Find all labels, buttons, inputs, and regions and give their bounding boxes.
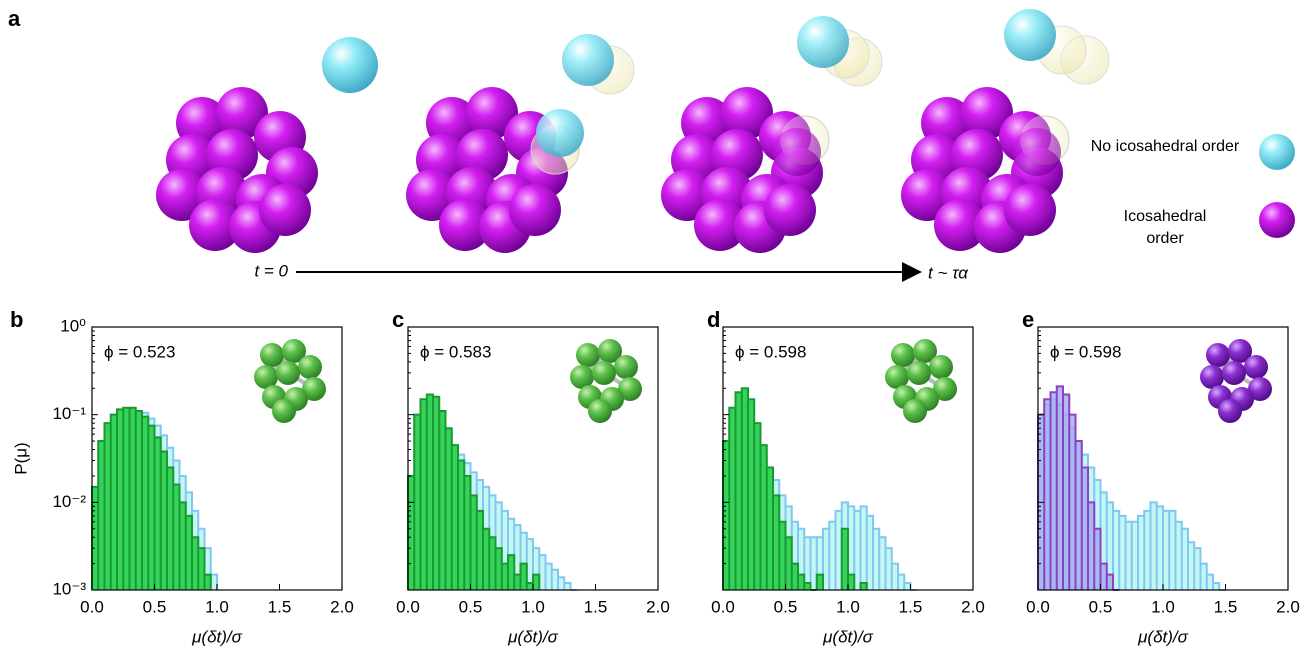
x-tick-label: 2.0 (646, 597, 670, 616)
x-tick-label: 2.0 (961, 597, 985, 616)
x-tick-label: 1.0 (836, 597, 860, 616)
x-tick-label: 1.5 (584, 597, 608, 616)
sphere (1259, 134, 1295, 170)
icon-sphere (576, 343, 600, 367)
histogram-panel: 0.0 0.5 1.0 1.5 2.0 d ϕ = 0.598 μ(δt)/σ (707, 307, 985, 647)
sphere (322, 37, 378, 93)
icon-sphere (1222, 361, 1246, 385)
x-tick-label: 0.0 (1026, 597, 1050, 616)
sphere (562, 34, 614, 86)
x-tick-label: 0.5 (774, 597, 798, 616)
annotation: ϕ = 0.598 (1050, 342, 1121, 361)
page: a t = 0 t ~ τα No icosahedral order Icos… (0, 0, 1306, 650)
sphere (1004, 9, 1056, 61)
icon-sphere (298, 355, 322, 379)
y-axis-label: P(μ) (11, 442, 30, 474)
icon-sphere (1218, 399, 1242, 423)
x-tick-label: 0.5 (1089, 597, 1113, 616)
panel-label: a (8, 6, 21, 31)
sphere (764, 184, 816, 236)
x-tick-label: 1.5 (268, 597, 292, 616)
x-tick-label: 0.0 (396, 597, 420, 616)
x-tick-label: 2.0 (330, 597, 354, 616)
icon-sphere (903, 399, 927, 423)
sphere (797, 16, 849, 68)
panel-label: d (707, 307, 720, 332)
icon-sphere (592, 361, 616, 385)
x-tick-label: 2.0 (1276, 597, 1300, 616)
x-axis-label: μ(δt)/σ (507, 627, 559, 646)
y-tick-label: 10⁻² (52, 492, 86, 511)
sphere (773, 128, 821, 176)
legend-entry: Icosahedral order (1110, 206, 1220, 256)
sphere (259, 184, 311, 236)
icon-sphere (907, 361, 931, 385)
x-axis-label: μ(δt)/σ (822, 627, 874, 646)
figure: a t = 0 t ~ τα No icosahedral order Icos… (0, 0, 1306, 650)
panel-label: e (1022, 307, 1034, 332)
icon-sphere (276, 361, 300, 385)
x-tick-label: 1.0 (1151, 597, 1175, 616)
y-tick-label: 10⁰ (60, 316, 86, 335)
x-tick-label: 0.5 (143, 597, 167, 616)
sphere (1259, 202, 1295, 238)
legend-text: Icosahedral order (1110, 206, 1220, 250)
sphere (1013, 128, 1061, 176)
x-tick-label: 0.5 (459, 597, 483, 616)
panel-label: b (10, 307, 23, 332)
histogram-panel: 0.0 0.5 1.0 1.5 2.0 10⁻³ 10⁻² 10⁻¹ 10⁰ b ϕ = 0.523… (10, 307, 354, 647)
x-axis-label: μ(δt)/σ (1137, 627, 1189, 646)
legend-text: No icosahedral order (1090, 136, 1240, 158)
sphere (536, 109, 584, 157)
icon-sphere (1206, 343, 1230, 367)
sphere (1004, 184, 1056, 236)
sphere (509, 184, 561, 236)
x-tick-label: 1.5 (899, 597, 923, 616)
icon-sphere (588, 399, 612, 423)
annotation: ϕ = 0.583 (420, 342, 491, 361)
x-axis-label: μ(δt)/σ (191, 627, 243, 646)
histogram-panel: 0.0 0.5 1.0 1.5 2.0 c ϕ = 0.583 μ(δt)/σ (392, 307, 670, 647)
time-end: t ~ τα (928, 263, 969, 282)
annotation: ϕ = 0.598 (735, 342, 806, 361)
x-tick-label: 0.0 (711, 597, 735, 616)
icon-sphere (929, 355, 953, 379)
y-tick-label: 10⁻³ (52, 579, 86, 598)
annotation: ϕ = 0.523 (104, 342, 175, 361)
icon-sphere (260, 343, 284, 367)
icon-sphere (1244, 355, 1268, 379)
icon-sphere (614, 355, 638, 379)
icon-sphere (272, 399, 296, 423)
time-start: t = 0 (254, 261, 288, 280)
histogram-panel: 0.0 0.5 1.0 1.5 2.0 e ϕ = 0.598 μ(δt)/σ (1022, 307, 1300, 647)
legend-entry: No icosahedral order (1090, 136, 1240, 186)
panel-label: c (392, 307, 404, 332)
x-tick-label: 1.0 (521, 597, 545, 616)
x-tick-label: 1.0 (205, 597, 229, 616)
x-tick-label: 0.0 (80, 597, 104, 616)
x-tick-label: 1.5 (1214, 597, 1238, 616)
y-tick-label: 10⁻¹ (52, 404, 86, 423)
icon-sphere (891, 343, 915, 367)
